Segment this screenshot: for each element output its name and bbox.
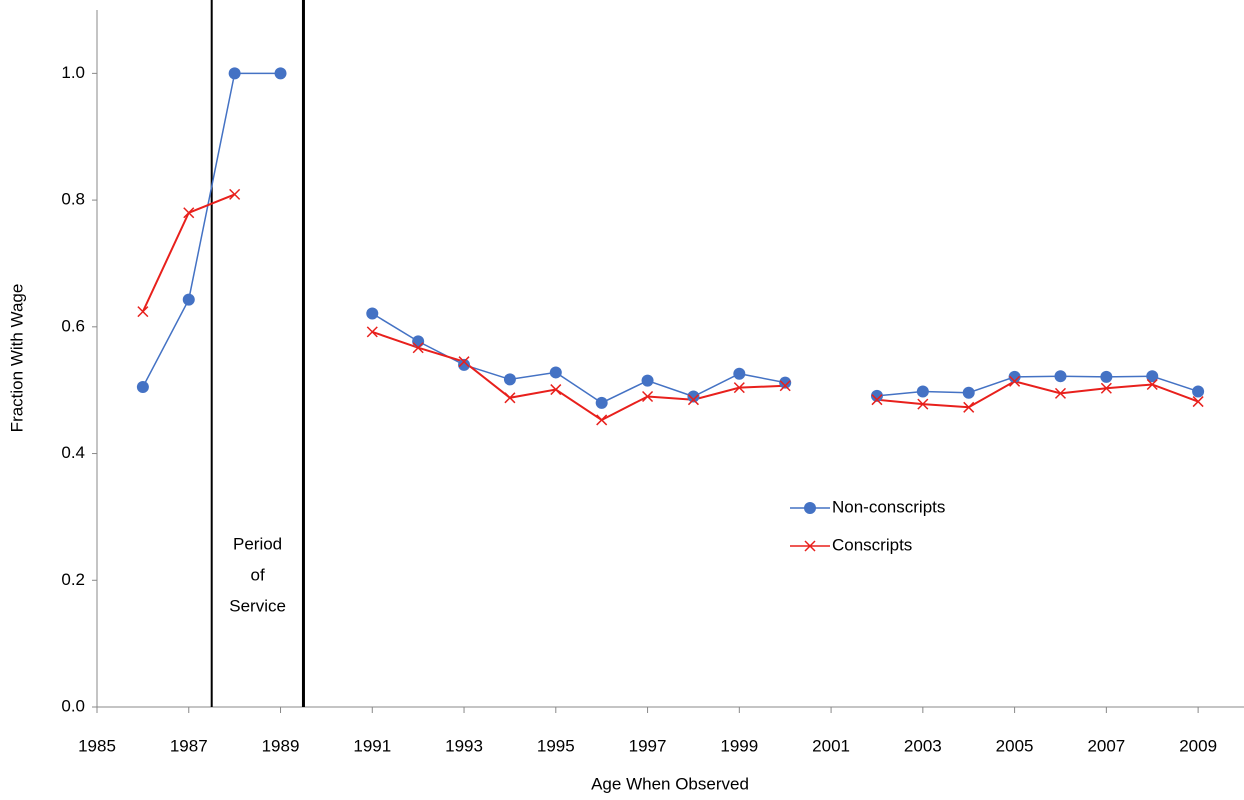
point xyxy=(137,306,149,318)
point-cross xyxy=(733,382,745,394)
series-line xyxy=(142,72,1199,404)
x-tick-label: 1987 xyxy=(170,736,208,755)
point-cross xyxy=(1146,378,1158,391)
point-cross xyxy=(917,398,929,410)
point-cross xyxy=(779,380,791,392)
legend-symbol xyxy=(804,540,816,552)
point xyxy=(1146,378,1158,391)
x-tick-label: 2003 xyxy=(904,736,942,755)
point xyxy=(136,381,149,394)
point xyxy=(229,188,241,200)
point xyxy=(412,342,424,354)
point-cross xyxy=(963,401,975,413)
point-cross xyxy=(550,384,562,396)
point xyxy=(503,373,516,386)
x-tick-label: 2009 xyxy=(1179,736,1217,755)
series-line xyxy=(141,193,1199,422)
annotation: Period xyxy=(233,534,282,553)
point xyxy=(366,326,378,338)
point-cross xyxy=(458,356,470,368)
y-tick-label: 0.0 xyxy=(61,696,85,715)
point xyxy=(228,67,241,80)
point-cross xyxy=(1100,382,1112,394)
point xyxy=(458,356,470,368)
point xyxy=(1192,396,1204,408)
point-cross xyxy=(1009,375,1021,387)
point xyxy=(504,392,516,404)
point-cross xyxy=(229,188,241,200)
point xyxy=(871,394,883,406)
point-cross xyxy=(1192,396,1204,408)
point xyxy=(595,396,608,409)
x-tick-label: 1985 xyxy=(78,736,116,755)
point-cross xyxy=(687,394,699,406)
x-tick-label: 1991 xyxy=(353,736,391,755)
point-cross xyxy=(504,392,516,404)
point xyxy=(596,414,608,426)
point xyxy=(1192,385,1205,398)
point-cross xyxy=(366,326,378,338)
point xyxy=(1054,387,1067,399)
y-tick-label: 0.4 xyxy=(61,443,85,462)
point-cross xyxy=(412,342,424,354)
point xyxy=(779,376,792,389)
x-tick-label: 2007 xyxy=(1087,736,1125,755)
point xyxy=(182,293,195,306)
point xyxy=(1009,375,1021,387)
y-axis-label: Fraction With Wage xyxy=(7,284,26,433)
point xyxy=(962,386,975,399)
point xyxy=(779,380,791,392)
x-tick-label: 2005 xyxy=(996,736,1034,755)
x-axis-label: Age When Observed xyxy=(591,774,749,793)
point xyxy=(916,385,929,398)
x-tick-label: 1993 xyxy=(445,736,483,755)
legend-marker xyxy=(804,540,816,552)
point xyxy=(1100,382,1112,394)
legend-marker xyxy=(804,502,816,514)
point xyxy=(687,394,699,406)
point-cross xyxy=(871,394,883,406)
point xyxy=(733,367,746,380)
point xyxy=(642,390,654,403)
point xyxy=(549,366,562,379)
point xyxy=(550,384,562,396)
point xyxy=(870,389,883,402)
point xyxy=(458,358,471,371)
point-cross xyxy=(642,390,654,403)
x-tick-label: 1999 xyxy=(720,736,758,755)
y-tick-label: 0.6 xyxy=(61,316,85,335)
point xyxy=(917,398,929,410)
x-tick-label: 1989 xyxy=(262,736,300,755)
point xyxy=(1100,370,1113,383)
point-cross xyxy=(596,414,608,426)
x-tick-label: 1995 xyxy=(537,736,575,755)
point-cross xyxy=(137,306,149,318)
annotation: Service xyxy=(229,596,286,615)
point-cross xyxy=(183,207,195,219)
y-tick-label: 1.0 xyxy=(61,63,85,82)
point xyxy=(1008,370,1021,383)
legend-symbol xyxy=(804,502,816,514)
x-tick-label: 2001 xyxy=(812,736,850,755)
x-tick-label: 1997 xyxy=(629,736,667,755)
point xyxy=(641,374,654,387)
point xyxy=(687,390,700,403)
point xyxy=(274,67,287,80)
point xyxy=(1146,370,1159,383)
y-tick-label: 0.8 xyxy=(61,190,85,209)
annotation: of xyxy=(250,565,264,584)
point xyxy=(733,382,745,394)
legend-label: Conscripts xyxy=(832,535,912,554)
point xyxy=(366,307,379,320)
point xyxy=(183,207,195,219)
legend-label: Non-conscripts xyxy=(832,497,945,516)
point-cross xyxy=(1054,387,1067,399)
point xyxy=(412,335,425,348)
y-tick-label: 0.2 xyxy=(61,570,85,589)
point xyxy=(1054,370,1067,383)
point xyxy=(963,401,975,413)
